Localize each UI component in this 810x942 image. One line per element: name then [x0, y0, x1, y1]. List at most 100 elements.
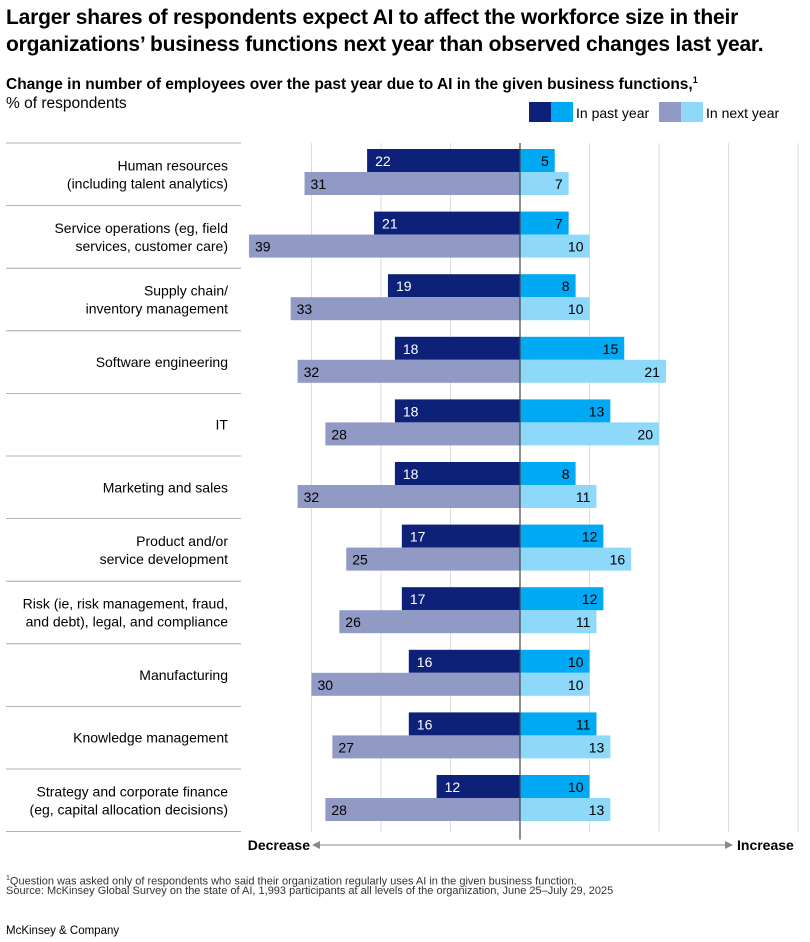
bar-next-increase [520, 297, 590, 321]
value-label-next-increase: 7 [555, 176, 563, 192]
source-note: Source: McKinsey Global Survey on the st… [6, 885, 614, 897]
category-label: Knowledge management [73, 730, 228, 746]
value-label-next-decrease: 27 [338, 739, 354, 755]
category-label: IT [216, 417, 229, 433]
bar-past-increase [520, 399, 611, 423]
bar-past-decrease [401, 587, 520, 611]
subtitle-footnote-mark: 1 [692, 75, 698, 85]
bar-past-decrease [436, 775, 520, 798]
bar-next-decrease [339, 610, 520, 634]
subtitle-text: Change in number of employees over the p… [6, 76, 693, 94]
bar-next-increase [520, 610, 597, 634]
value-label-past-increase: 10 [568, 654, 584, 670]
bar-past-increase [520, 649, 590, 673]
value-label-past-increase: 7 [555, 216, 563, 232]
value-label-past-increase: 5 [541, 153, 549, 169]
bar-next-increase [520, 735, 611, 759]
value-label-next-decrease: 28 [331, 802, 347, 818]
category-label: Supply chain/ [144, 283, 228, 299]
category-label: (including talent analytics) [67, 175, 228, 191]
value-label-past-increase: 15 [603, 341, 619, 357]
category-label: and debt), legal, and compliance [26, 614, 229, 630]
bar-past-increase [520, 462, 576, 485]
bar-past-decrease [387, 274, 520, 298]
bar-past-decrease [408, 649, 520, 673]
value-label-next-decrease: 39 [255, 239, 271, 255]
chart-title: Larger shares of respondents expect AI t… [6, 6, 764, 56]
chart-subtitle: Change in number of employees over the p… [6, 75, 698, 94]
value-label-past-increase: 8 [562, 278, 570, 294]
arrow-right-icon [725, 841, 733, 849]
brand-logo-text: McKinsey & Company [6, 925, 120, 937]
value-label-next-decrease: 31 [311, 176, 327, 192]
bar-next-decrease [304, 172, 520, 195]
value-label-past-decrease: 22 [375, 153, 391, 169]
category-label: Software engineering [96, 354, 228, 370]
bar-next-increase [520, 798, 611, 821]
category-label: Risk (ie, risk management, fraud, [23, 596, 228, 612]
value-label-past-increase: 8 [562, 466, 570, 482]
bar-next-decrease [332, 735, 520, 759]
category-label: services, customer care) [76, 238, 228, 254]
bar-past-decrease [374, 211, 520, 235]
category-label: Human resources [118, 157, 229, 173]
bar-next-increase [520, 547, 632, 571]
bar-past-decrease [408, 712, 520, 736]
bar-past-increase [520, 274, 576, 298]
increase-axis-label: Increase [737, 837, 794, 853]
bar-next-decrease [297, 359, 520, 383]
value-label-next-increase: 10 [568, 239, 584, 255]
category-label: Manufacturing [139, 667, 228, 683]
legend-label-past: In past year [576, 105, 650, 121]
legend-swatch-past-decrease [529, 102, 551, 122]
bar-past-decrease [367, 149, 520, 172]
value-label-past-increase: 11 [576, 716, 591, 732]
value-label-next-increase: 10 [568, 677, 584, 693]
bar-next-increase [520, 672, 590, 696]
value-label-next-decrease: 25 [352, 552, 368, 568]
footnote: 1Question was asked only of respondents … [6, 872, 577, 889]
bar-past-increase [520, 336, 625, 360]
value-label-past-decrease: 17 [410, 591, 426, 607]
value-label-next-increase: 10 [568, 301, 584, 317]
footnote-text: Question was asked only of respondents w… [9, 875, 577, 888]
decrease-axis-label: Decrease [248, 837, 310, 853]
footnote-mark: 1 [6, 875, 10, 882]
bar-next-increase [520, 422, 659, 446]
legend-label-next: In next year [706, 105, 780, 121]
category-label: Product and/or [136, 533, 228, 549]
bar-next-decrease [297, 485, 520, 508]
value-label-next-increase: 16 [610, 552, 626, 568]
bar-past-increase [520, 524, 604, 548]
legend-swatch-past-increase [551, 102, 573, 122]
value-label-next-decrease: 33 [297, 301, 313, 317]
value-label-past-decrease: 12 [445, 779, 461, 795]
unit-label: % of respondents [6, 95, 127, 112]
bar-next-increase [520, 234, 590, 258]
value-label-next-decrease: 32 [304, 364, 320, 380]
bar-past-decrease [394, 399, 520, 423]
category-label: Strategy and corporate finance [37, 783, 229, 799]
value-label-past-increase: 10 [568, 779, 584, 795]
legend-swatch-next-decrease [659, 102, 681, 122]
legend-swatch-next-increase [681, 102, 703, 122]
value-label-next-increase: 11 [576, 614, 591, 630]
value-label-next-decrease: 32 [304, 489, 320, 505]
bar-next-increase [520, 359, 666, 383]
bar-past-decrease [401, 524, 520, 548]
bar-past-increase [520, 211, 569, 235]
value-label-past-increase: 13 [589, 403, 605, 419]
category-label: Marketing and sales [103, 479, 228, 495]
value-label-past-decrease: 18 [403, 403, 419, 419]
bar-past-increase [520, 587, 604, 611]
value-label-next-increase: 13 [589, 739, 605, 755]
value-label-past-decrease: 16 [417, 654, 433, 670]
value-label-next-decrease: 26 [345, 614, 361, 630]
category-label: service development [100, 551, 229, 567]
bar-past-increase [520, 775, 590, 798]
bar-past-decrease [394, 336, 520, 360]
bar-next-increase [520, 485, 597, 508]
value-label-past-decrease: 17 [410, 529, 426, 545]
value-label-next-increase: 11 [576, 489, 591, 505]
bar-next-decrease [325, 422, 520, 446]
